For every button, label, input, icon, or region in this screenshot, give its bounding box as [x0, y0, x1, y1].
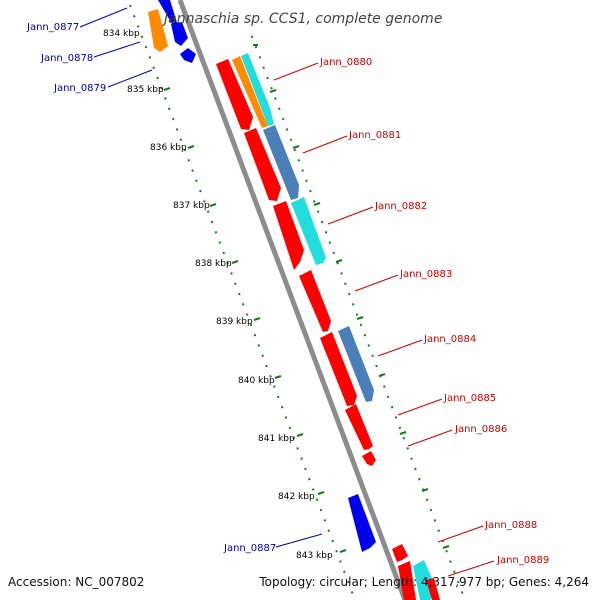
scale-label-842: 842 kbp [278, 492, 315, 502]
gene-jann-0884-a[interactable] [320, 332, 357, 406]
gene-jann-0880-cyan[interactable] [241, 53, 274, 126]
inner-major-ticks [163, 87, 347, 553]
gene-label-jann-0879[interactable]: Jann_0879 [53, 83, 106, 94]
major-ticks [253, 44, 450, 549]
genome-title: Jannaschia sp. CCS1, complete genome [161, 11, 442, 27]
scale-label-839: 839 kbp [216, 317, 253, 327]
gene-label-jann-0889[interactable]: Jann_0889 [496, 555, 549, 566]
gene-jann-0880-orange[interactable] [232, 56, 268, 128]
scale-label-834: 834 kbp [103, 29, 140, 39]
gene-jann-0885[interactable] [345, 404, 373, 450]
gene-jann-0878-b[interactable] [171, 22, 188, 46]
scale-label-836: 836 kbp [150, 143, 187, 153]
gene-jann-0888-b[interactable] [398, 561, 416, 600]
gene-label-jann-0880[interactable]: Jann_0880 [319, 57, 372, 68]
gene-label-jann-0886[interactable]: Jann_0886 [454, 424, 507, 435]
right-leaders [273, 62, 495, 577]
gene-jann-0882-a[interactable] [273, 201, 304, 270]
gene-jann-0879[interactable] [180, 48, 196, 63]
scale-label-838: 838 kbp [195, 259, 232, 269]
gene-jann-0877[interactable] [158, 0, 178, 26]
gene-jann-0889-b[interactable] [426, 578, 440, 600]
gene-jann-0881-a[interactable] [244, 128, 281, 201]
gene-label-jann-0882[interactable]: Jann_0882 [374, 201, 427, 212]
gene-jann-0888-a[interactable] [392, 544, 408, 562]
gene-label-jann-0881[interactable]: Jann_0881 [348, 130, 401, 141]
gene-jann-0878[interactable] [148, 9, 168, 52]
accession-text: Accession: NC_007802 [8, 575, 144, 589]
topology-text: Topology: circular; Length: 4,317,977 bp… [258, 575, 589, 589]
gene-label-jann-0878[interactable]: Jann_0878 [40, 53, 93, 64]
gene-jann-0883-a[interactable] [299, 270, 331, 332]
scale-label-843: 843 kbp [296, 551, 333, 561]
scale-label-835: 835 kbp [127, 85, 164, 95]
gene-jann-0881-b[interactable] [263, 125, 299, 200]
gene-label-jann-0885[interactable]: Jann_0885 [443, 393, 496, 404]
gene-jann-0884-b[interactable] [338, 326, 374, 402]
gene-jann-0882-b[interactable] [291, 197, 326, 265]
gene-label-jann-0888[interactable]: Jann_0888 [484, 520, 537, 531]
title-background [150, 4, 450, 28]
gene-label-jann-0887[interactable]: Jann_0887 [223, 543, 276, 554]
left-leaders [79, 7, 323, 548]
scale-label-840: 840 kbp [238, 376, 275, 386]
gene-jann-0880-a[interactable] [216, 59, 253, 130]
gene-label-jann-0877[interactable]: Jann_0877 [26, 22, 79, 33]
gene-jann-0886[interactable] [362, 451, 376, 466]
genome-backbone [177, 0, 408, 600]
gene-label-jann-0884[interactable]: Jann_0884 [423, 334, 476, 345]
gene-label-jann-0883[interactable]: Jann_0883 [399, 269, 452, 280]
scale-label-837: 837 kbp [173, 201, 210, 211]
gene-jann-0887[interactable] [348, 494, 376, 552]
scale-label-841: 841 kbp [258, 434, 295, 444]
